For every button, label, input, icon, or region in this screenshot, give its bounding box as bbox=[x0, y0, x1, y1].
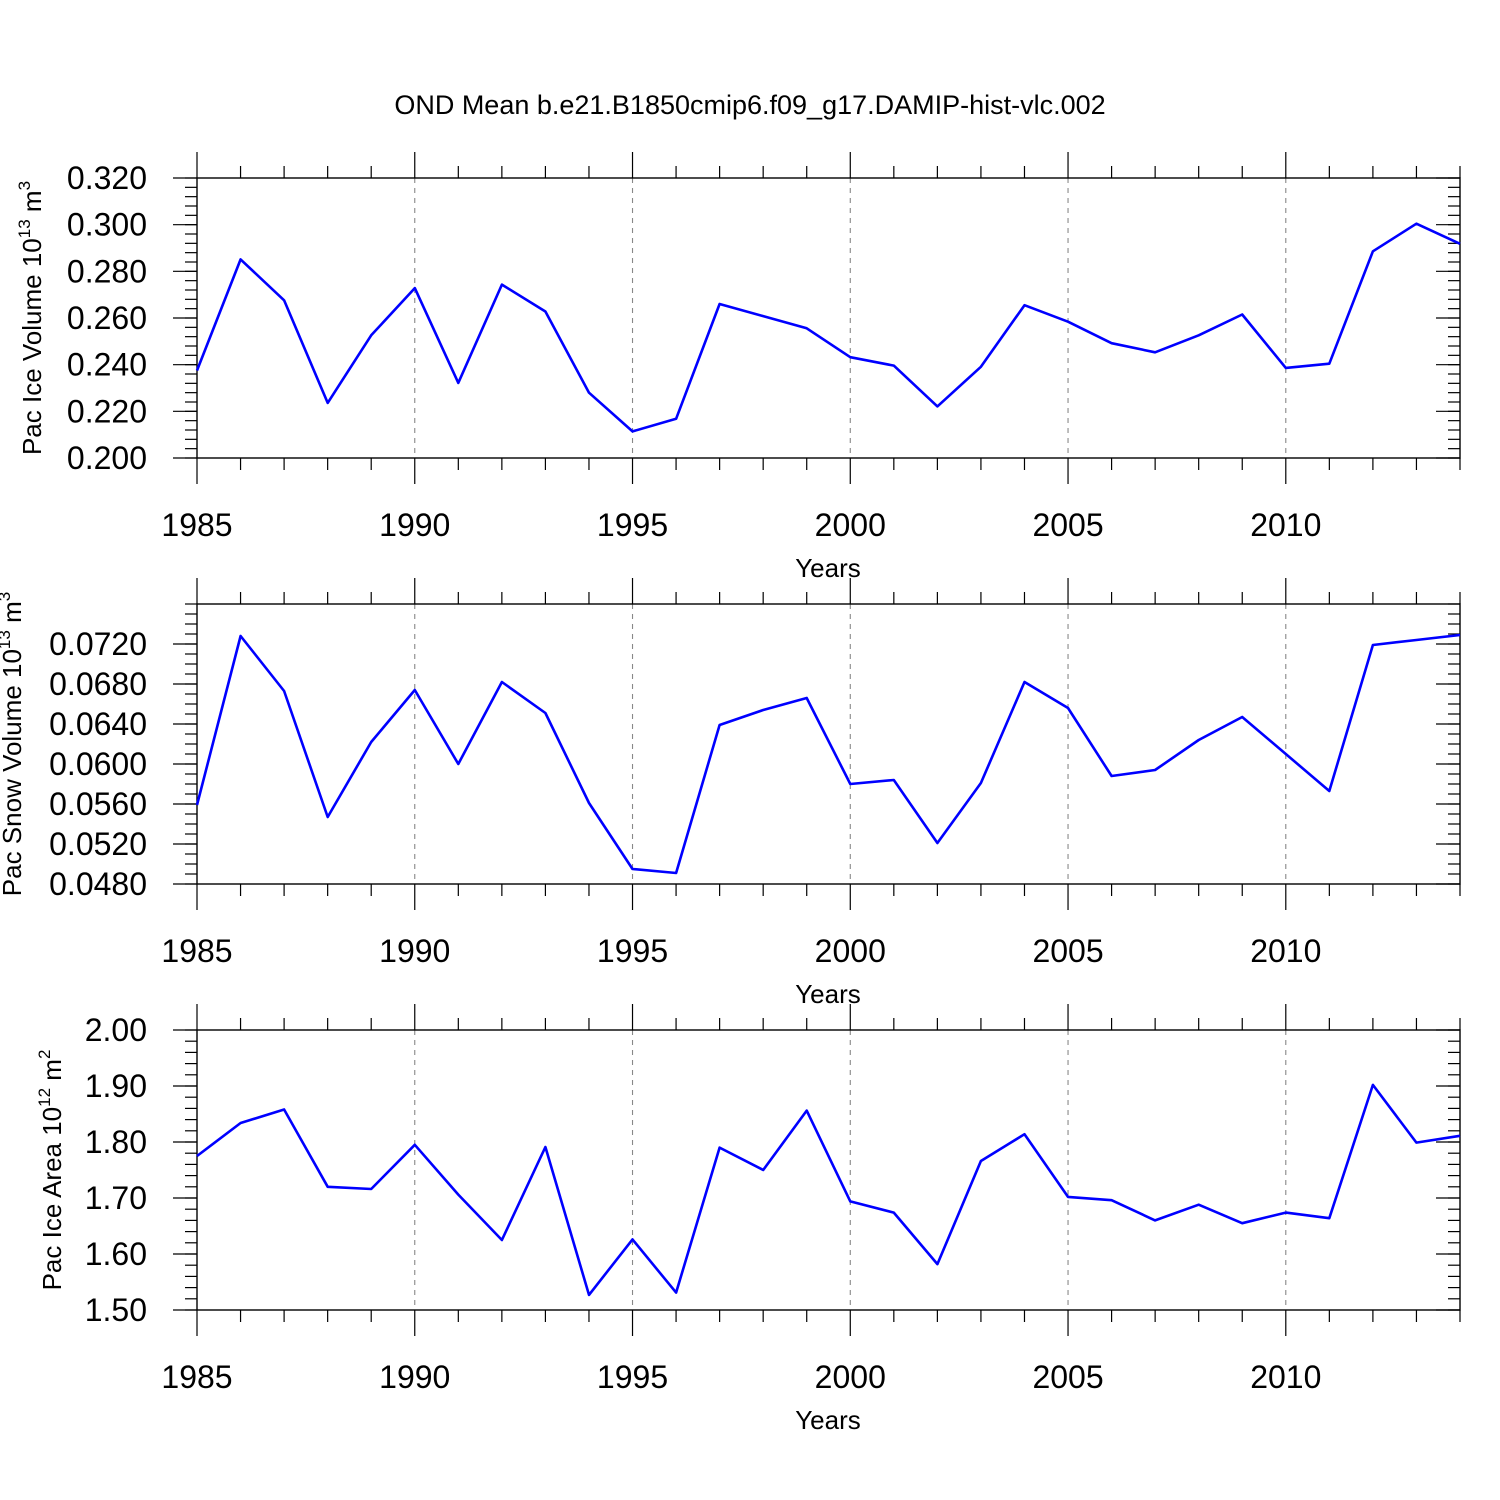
y-tick-label: 0.0600 bbox=[49, 746, 147, 782]
y-tick-label: 0.0720 bbox=[49, 626, 147, 662]
x-tick-label: 2005 bbox=[1032, 507, 1103, 543]
y-tick-label: 0.0480 bbox=[49, 866, 147, 902]
x-tick-label: 2000 bbox=[815, 933, 886, 969]
x-axis-title: Years bbox=[795, 1405, 861, 1435]
y-tick-label: 1.50 bbox=[85, 1292, 147, 1328]
y-axis-title: Pac Snow Volume 1013 m3 bbox=[0, 592, 27, 896]
y-tick-label: 0.0520 bbox=[49, 826, 147, 862]
y-tick-label: 1.70 bbox=[85, 1180, 147, 1216]
x-axis-title: Years bbox=[795, 553, 861, 583]
x-tick-label: 1985 bbox=[161, 507, 232, 543]
x-tick-label: 2000 bbox=[815, 1359, 886, 1395]
y-axis-title: Pac Ice Area 1012 m2 bbox=[35, 1050, 67, 1291]
x-tick-label: 2000 bbox=[815, 507, 886, 543]
x-tick-label: 1995 bbox=[597, 1359, 668, 1395]
y-tick-label: 0.280 bbox=[67, 253, 147, 289]
y-tick-label: 0.0640 bbox=[49, 706, 147, 742]
y-axis-title: Pac Ice Volume 1013 m3 bbox=[15, 181, 47, 455]
plot-frame bbox=[196, 1029, 1461, 1311]
y-tick-label: 2.00 bbox=[85, 1012, 147, 1048]
y-tick-label: 0.0560 bbox=[49, 786, 147, 822]
panel-2: 1985 1990 1995 2000 2005 2010 Years 0.0480 0.052… bbox=[0, 578, 1461, 1009]
x-tick-label: 1995 bbox=[597, 507, 668, 543]
x-tick-label: 2010 bbox=[1250, 933, 1321, 969]
y-tick-label: 0.0680 bbox=[49, 666, 147, 702]
x-tick-label: 2005 bbox=[1032, 933, 1103, 969]
x-tick-label: 1990 bbox=[379, 1359, 450, 1395]
x-tick-label: 1995 bbox=[597, 933, 668, 969]
y-tick-label: 0.200 bbox=[67, 440, 147, 476]
y-tick-label: 0.320 bbox=[67, 160, 147, 196]
y-tick-label: 1.80 bbox=[85, 1124, 147, 1160]
x-tick-label: 2010 bbox=[1250, 507, 1321, 543]
x-tick-label: 1985 bbox=[161, 933, 232, 969]
y-tick-label: 0.300 bbox=[67, 207, 147, 243]
x-tick-label: 2005 bbox=[1032, 1359, 1103, 1395]
panel-3: 1985 1990 1995 2000 2005 2010 Years 1.50 1.60 1.7… bbox=[35, 1004, 1461, 1435]
figure-title: OND Mean b.e21.B1850cmip6.f09_g17.DAMIP-… bbox=[394, 90, 1105, 120]
x-tick-label: 2010 bbox=[1250, 1359, 1321, 1395]
y-tick-label: 0.240 bbox=[67, 347, 147, 383]
panel-1: 1985 1990 1995 2000 2005 2010 Years 0.200 0.220 0… bbox=[15, 152, 1461, 583]
x-tick-label: 1985 bbox=[161, 1359, 232, 1395]
series-line bbox=[196, 1083, 1461, 1297]
series-line bbox=[195, 222, 1461, 433]
series-line bbox=[195, 633, 1461, 875]
y-tick-label: 1.90 bbox=[85, 1068, 147, 1104]
x-tick-label: 1990 bbox=[379, 933, 450, 969]
y-tick-label: 0.220 bbox=[67, 393, 147, 429]
y-tick-label: 0.260 bbox=[67, 300, 147, 336]
x-tick-label: 1990 bbox=[379, 507, 450, 543]
y-tick-label: 1.60 bbox=[85, 1236, 147, 1272]
x-axis-title: Years bbox=[795, 979, 861, 1009]
panels: 1985 1990 1995 2000 2005 2010 Years 0.200 0.220 0… bbox=[0, 152, 1461, 1435]
